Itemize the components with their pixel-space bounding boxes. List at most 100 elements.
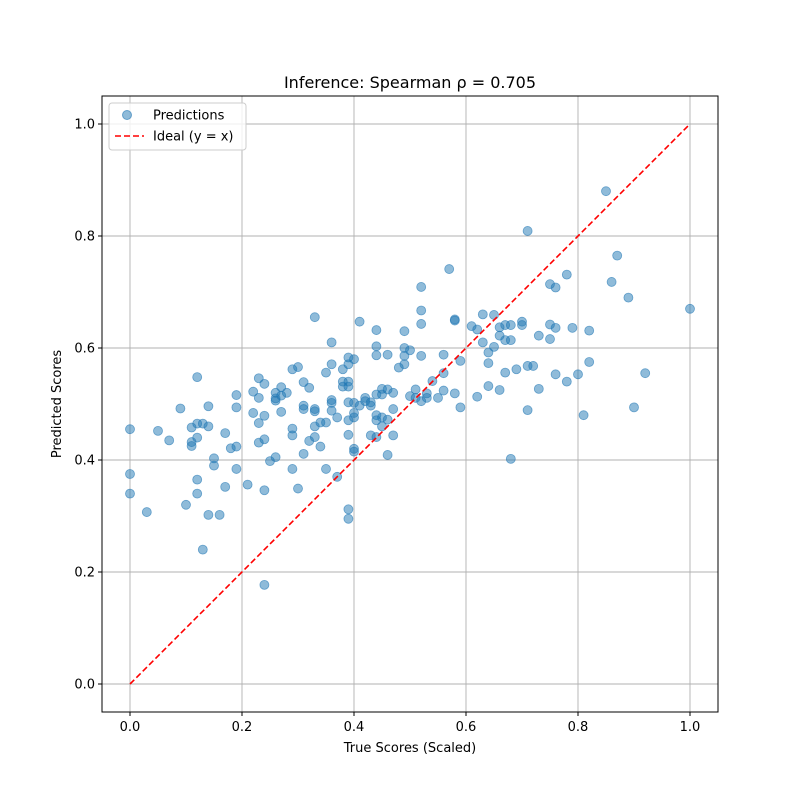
prediction-point xyxy=(349,446,359,457)
prediction-point xyxy=(287,430,298,441)
ideal-line-group xyxy=(129,123,691,685)
prediction-point xyxy=(343,429,354,440)
prediction-point xyxy=(203,401,214,412)
prediction-point xyxy=(253,392,264,403)
prediction-point xyxy=(326,359,337,370)
prediction-point xyxy=(584,357,595,367)
prediction-point xyxy=(455,402,466,413)
prediction-point xyxy=(220,428,231,439)
prediction-point xyxy=(209,460,219,471)
prediction-point xyxy=(309,312,320,323)
prediction-point xyxy=(438,349,449,360)
prediction-point xyxy=(293,483,303,494)
prediction-point xyxy=(494,385,505,395)
prediction-point xyxy=(125,488,135,499)
prediction-point xyxy=(231,402,242,413)
prediction-point xyxy=(326,337,337,348)
prediction-point xyxy=(197,544,208,555)
prediction-point xyxy=(309,432,320,442)
prediction-point xyxy=(567,322,578,333)
prediction-point xyxy=(326,405,337,416)
prediction-point xyxy=(382,349,393,360)
prediction-point xyxy=(181,499,191,510)
prediction-point xyxy=(304,382,315,393)
prediction-point xyxy=(584,325,595,336)
prediction-point xyxy=(405,345,415,356)
prediction-point xyxy=(416,319,427,329)
x-tick-label: 1.0 xyxy=(680,720,701,735)
prediction-point xyxy=(483,381,494,391)
prediction-point xyxy=(349,354,359,365)
y-tick-label: 0.4 xyxy=(74,454,95,469)
prediction-point xyxy=(505,320,516,330)
prediction-point xyxy=(371,325,382,335)
legend: Predictions Ideal (y = x) xyxy=(108,102,247,151)
prediction-point xyxy=(153,425,163,436)
prediction-point xyxy=(472,391,483,402)
y-tick-label: 0.8 xyxy=(74,230,95,245)
prediction-point xyxy=(416,350,427,361)
prediction-point xyxy=(561,376,572,387)
prediction-point xyxy=(517,320,527,330)
prediction-point xyxy=(382,450,393,460)
prediction-point xyxy=(578,410,589,421)
prediction-point xyxy=(164,435,175,446)
plot-frame xyxy=(101,95,719,713)
prediction-point xyxy=(371,350,382,361)
prediction-point xyxy=(220,481,231,492)
y-axis-label: Predicted Scores xyxy=(50,350,65,459)
prediction-point xyxy=(528,361,539,371)
chart-title: Inference: Spearman ρ = 0.705 xyxy=(284,73,536,92)
prediction-point xyxy=(533,383,544,394)
prediction-point xyxy=(640,368,651,379)
prediction-point xyxy=(606,277,617,287)
y-tick-label: 0.6 xyxy=(74,342,95,357)
prediction-point xyxy=(321,367,331,378)
prediction-point xyxy=(601,186,611,197)
prediction-point xyxy=(477,337,488,348)
prediction-point xyxy=(203,509,214,520)
y-tick-label: 0.2 xyxy=(74,566,95,581)
prediction-point xyxy=(550,369,561,380)
x-axis-label: True Scores (Scaled) xyxy=(343,741,476,756)
prediction-points xyxy=(125,186,695,590)
prediction-point xyxy=(315,441,326,452)
prediction-point xyxy=(287,464,298,474)
prediction-point xyxy=(214,509,225,520)
prediction-point xyxy=(438,385,449,396)
prediction-point xyxy=(449,315,460,326)
prediction-point xyxy=(500,367,511,378)
y-axis-ticks: 0.0 0.2 0.4 0.6 0.8 1.0 xyxy=(74,118,102,693)
prediction-point xyxy=(438,368,449,379)
prediction-point xyxy=(410,384,421,395)
prediction-point xyxy=(399,326,410,337)
prediction-point xyxy=(349,412,359,423)
prediction-point xyxy=(489,341,499,352)
prediction-point xyxy=(175,403,186,414)
prediction-point xyxy=(321,417,331,428)
prediction-point xyxy=(259,378,270,389)
x-tick-label: 0.6 xyxy=(456,720,477,735)
prediction-point xyxy=(533,330,544,341)
prediction-point xyxy=(231,464,242,474)
prediction-point xyxy=(472,324,483,335)
prediction-point xyxy=(293,362,303,372)
y-tick-label: 0.0 xyxy=(74,678,95,693)
prediction-point xyxy=(416,282,427,292)
prediction-point xyxy=(259,579,270,590)
y-tick-label: 1.0 xyxy=(74,118,95,133)
prediction-point xyxy=(685,303,695,314)
prediction-point xyxy=(343,504,354,515)
prediction-point xyxy=(522,405,533,416)
prediction-point xyxy=(388,387,399,398)
prediction-point xyxy=(298,404,309,414)
prediction-point xyxy=(248,408,259,418)
prediction-point xyxy=(253,418,264,428)
prediction-point xyxy=(433,392,443,403)
prediction-point xyxy=(259,485,270,496)
prediction-point xyxy=(444,264,455,274)
prediction-point xyxy=(416,305,427,316)
prediction-point xyxy=(259,434,270,445)
prediction-point xyxy=(281,387,292,398)
